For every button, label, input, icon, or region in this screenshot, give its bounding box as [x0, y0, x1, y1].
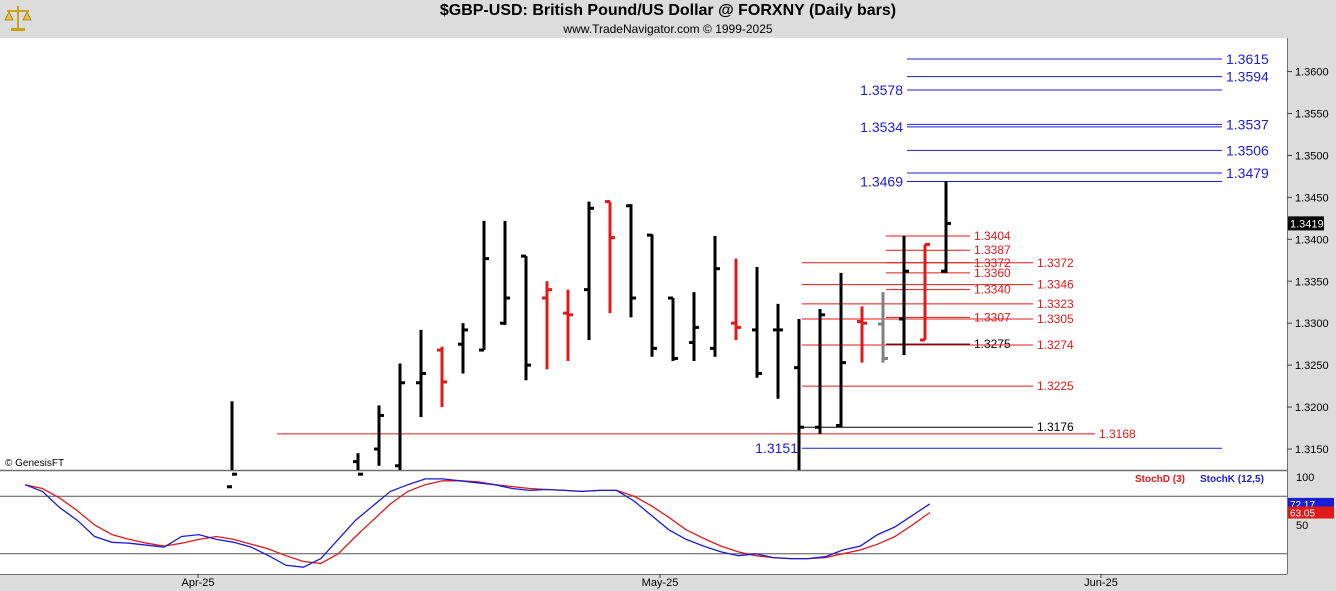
level-label: 1.3404	[974, 229, 1011, 243]
x-tick-label: Apr-25	[181, 577, 214, 589]
stoch-y-tick-label: 100	[1296, 472, 1314, 484]
level-label: 1.3275	[974, 337, 1011, 351]
level-label: 1.3594	[1226, 69, 1269, 85]
chart-subtitle: www.TradeNavigator.com © 1999-2025	[563, 22, 773, 36]
x-tick-label: May-25	[642, 577, 679, 589]
legend-stoch-k: StochK (12,5)	[1200, 474, 1264, 485]
last-price-box	[1288, 216, 1324, 231]
credit-label: © GenesisFT	[5, 458, 65, 469]
y-tick-label: 1.3250	[1295, 360, 1329, 372]
level-label: 1.3305	[1037, 312, 1074, 326]
level-label: 1.3307	[974, 310, 1011, 324]
stoch-y-tick-label: 50	[1296, 520, 1308, 532]
level-label: 1.3534	[860, 119, 903, 135]
level-label: 1.3469	[860, 173, 903, 189]
level-label: 1.3151	[755, 440, 798, 456]
x-tick-label: Jun-25	[1084, 577, 1118, 589]
y-tick-label: 1.3350	[1295, 276, 1329, 288]
stoch-d-value: 63.05	[1290, 509, 1315, 520]
stoch-k-value: 72.17	[1290, 500, 1315, 511]
level-label: 1.3537	[1226, 116, 1269, 132]
level-label: 1.3274	[1037, 338, 1074, 352]
y-tick-label: 1.3150	[1295, 444, 1329, 456]
y-tick-label: 1.3450	[1295, 192, 1329, 204]
stoch-d-line	[24, 480, 931, 565]
legend-stoch-d: StochD (3)	[1135, 474, 1185, 485]
y-tick-label: 1.3500	[1295, 150, 1329, 162]
level-label: 1.3387	[974, 243, 1011, 257]
level-label: 1.3176	[1037, 420, 1074, 434]
title-bar	[0, 0, 1336, 38]
level-label: 1.3479	[1226, 165, 1269, 181]
level-label: 1.3225	[1037, 379, 1074, 393]
level-label: 1.3615	[1226, 51, 1269, 67]
level-label: 1.3506	[1226, 142, 1269, 158]
last-price-label: 1.3419	[1290, 218, 1324, 230]
y-tick-label: 1.3300	[1295, 318, 1329, 330]
stoch-k-line	[24, 478, 931, 568]
level-label: 1.3340	[974, 283, 1011, 297]
level-label: 1.3346	[1037, 278, 1074, 292]
level-label: 1.3323	[1037, 297, 1074, 311]
level-label: 1.3372	[1037, 256, 1074, 270]
scales-logo-icon	[2, 2, 34, 34]
y-tick-label: 1.3600	[1295, 67, 1329, 79]
chart-title: $GBP-USD: British Pound/US Dollar @ FORX…	[439, 2, 897, 19]
level-label: 1.3360	[974, 266, 1011, 280]
level-label: 1.3168	[1099, 427, 1136, 441]
level-label: 1.3578	[860, 82, 903, 98]
y-tick-label: 1.3400	[1295, 234, 1329, 246]
stoch-d-value-box	[1288, 506, 1334, 519]
y-tick-label: 1.3550	[1295, 108, 1329, 120]
y-tick-label: 1.3200	[1295, 402, 1329, 414]
